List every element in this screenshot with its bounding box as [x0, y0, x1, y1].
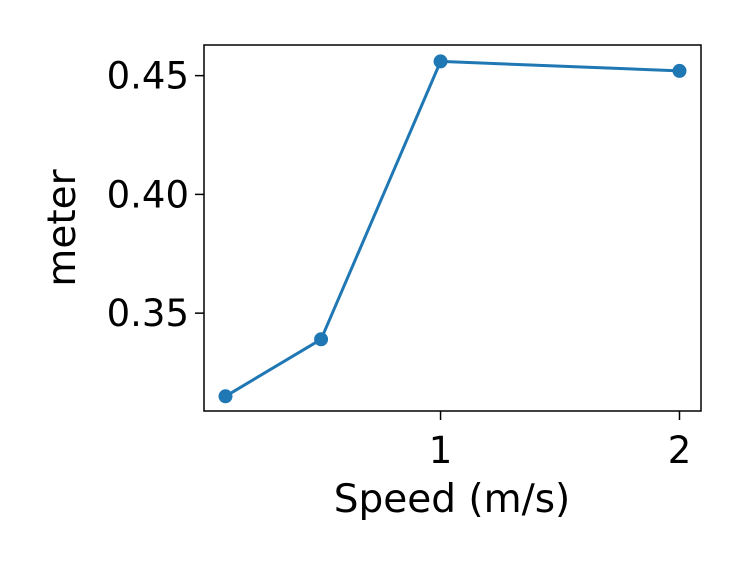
data-point	[672, 63, 687, 78]
plot-frame	[203, 44, 702, 412]
data-point	[218, 389, 233, 404]
y-tick-label: 0.40	[107, 173, 189, 216]
y-tick-label: 0.35	[107, 292, 189, 335]
y-axis: 0.35 0.40 0.45	[107, 55, 204, 335]
x-tick-label: 1	[429, 429, 453, 472]
data-point	[433, 54, 448, 69]
series-line	[224, 59, 680, 398]
y-axis-label: meter	[40, 168, 85, 286]
x-tick-label: 2	[668, 429, 692, 472]
data-point	[314, 332, 329, 347]
y-tick-label: 0.45	[107, 55, 189, 98]
series-layer	[218, 54, 687, 404]
x-axis-label: Speed (m/s)	[334, 477, 571, 522]
